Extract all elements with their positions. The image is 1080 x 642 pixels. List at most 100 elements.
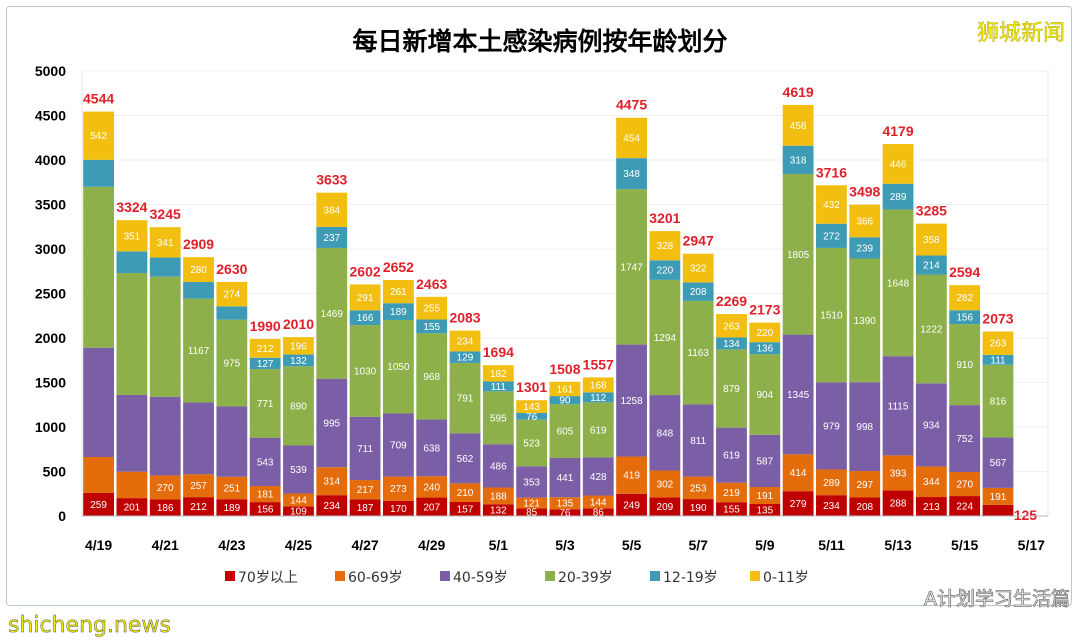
bar-segment bbox=[649, 470, 681, 498]
segment-label: 134 bbox=[723, 339, 740, 350]
bar-segment bbox=[116, 471, 148, 499]
bar-segment bbox=[183, 257, 214, 283]
bar-segment bbox=[316, 192, 348, 227]
bar-segment bbox=[716, 337, 747, 350]
segment-label: 109 bbox=[290, 507, 307, 518]
bar-segment bbox=[183, 282, 214, 299]
bar-segment bbox=[216, 476, 248, 500]
bar-segment bbox=[882, 356, 914, 456]
segment-label: 414 bbox=[790, 468, 807, 479]
bar-segment bbox=[749, 342, 781, 355]
bar-segment bbox=[649, 395, 681, 471]
bar-segment bbox=[216, 319, 248, 407]
segment-label: 454 bbox=[623, 133, 640, 144]
segment-label: 144 bbox=[590, 497, 607, 508]
total-label: 2269 bbox=[716, 293, 747, 309]
segment-label: 322 bbox=[690, 264, 707, 275]
segment-label: 255 bbox=[423, 304, 440, 315]
x-tick-label: 5/7 bbox=[688, 537, 708, 553]
segment-label: 143 bbox=[523, 402, 540, 413]
segment-label: 358 bbox=[923, 235, 940, 246]
bar-segment bbox=[716, 349, 747, 428]
segment-label: 291 bbox=[357, 293, 374, 304]
bar-segment bbox=[149, 257, 181, 277]
segment-label: 282 bbox=[956, 293, 973, 304]
bar-segment bbox=[449, 330, 481, 352]
segment-label: 879 bbox=[723, 384, 740, 395]
bar-segment bbox=[516, 412, 548, 420]
segment-label: 816 bbox=[990, 397, 1007, 408]
segment-label: 219 bbox=[723, 488, 740, 499]
bar-segment bbox=[849, 497, 881, 516]
segment-label: 181 bbox=[257, 490, 274, 501]
bar-segment bbox=[83, 347, 115, 457]
bar-segment bbox=[849, 237, 881, 259]
segment-label: 189 bbox=[224, 503, 241, 514]
bar-segment bbox=[982, 354, 1014, 365]
bar-segment bbox=[283, 337, 314, 355]
legend-label: 20-39岁 bbox=[558, 570, 613, 586]
segment-label: 968 bbox=[423, 372, 440, 383]
segment-label: 595 bbox=[490, 413, 507, 424]
chart-frame bbox=[6, 6, 1072, 606]
segment-label: 191 bbox=[990, 492, 1007, 503]
segment-label: 170 bbox=[390, 504, 407, 515]
segment-label: 273 bbox=[390, 484, 407, 495]
y-tick-label: 4500 bbox=[35, 108, 66, 124]
bar-segment bbox=[582, 495, 614, 509]
total-label: 3498 bbox=[849, 184, 880, 200]
segment-label: 562 bbox=[457, 454, 474, 465]
watermark-top-right: 狮城新闻 bbox=[977, 21, 1065, 46]
x-tick-label: 5/15 bbox=[951, 537, 978, 553]
segment-label: 210 bbox=[457, 488, 474, 499]
segment-label: 280 bbox=[190, 265, 207, 276]
y-tick-label: 1500 bbox=[35, 375, 66, 391]
segment-label: 263 bbox=[990, 339, 1007, 350]
y-tick-label: 4000 bbox=[35, 152, 66, 168]
bar-segment bbox=[549, 497, 581, 510]
bar-segment bbox=[249, 486, 281, 503]
bar-segment bbox=[183, 497, 214, 516]
segment-label: 279 bbox=[790, 499, 807, 510]
segment-label: 212 bbox=[190, 502, 207, 513]
segment-label: 135 bbox=[756, 505, 773, 516]
watermark-bottom-left: shicheng.news bbox=[8, 613, 171, 638]
segment-label: 156 bbox=[956, 313, 973, 324]
bar-segment bbox=[183, 402, 214, 475]
segment-label: 212 bbox=[257, 344, 274, 355]
bar-segment bbox=[482, 487, 514, 505]
total-label: 3324 bbox=[116, 199, 147, 215]
segment-label: 791 bbox=[457, 394, 474, 405]
segment-label: 1115 bbox=[888, 401, 909, 412]
segment-label: 1050 bbox=[387, 362, 410, 373]
segment-label: 76 bbox=[559, 508, 571, 519]
segment-label: 348 bbox=[623, 169, 640, 180]
segment-label: 539 bbox=[290, 465, 307, 476]
segment-label: 711 bbox=[357, 444, 373, 455]
segment-label: 393 bbox=[890, 468, 907, 479]
bar-segment bbox=[682, 300, 714, 405]
segment-label: 366 bbox=[856, 216, 873, 227]
bar-segment bbox=[849, 471, 881, 498]
segment-label: 1510 bbox=[820, 311, 843, 322]
segment-label: 190 bbox=[690, 503, 707, 514]
y-tick-label: 500 bbox=[43, 464, 67, 480]
segment-label: 270 bbox=[956, 480, 973, 491]
segment-label: 224 bbox=[956, 502, 973, 513]
bar-segment bbox=[283, 366, 314, 446]
segment-label: 168 bbox=[590, 380, 607, 391]
segment-label: 709 bbox=[390, 441, 407, 452]
bar-segment bbox=[582, 457, 614, 496]
x-tick-label: 5/11 bbox=[818, 537, 845, 553]
bar-segment bbox=[915, 255, 947, 275]
y-tick-label: 2500 bbox=[35, 286, 66, 302]
bar-segment bbox=[882, 455, 914, 491]
bar-segment bbox=[216, 306, 248, 320]
segment-label: 132 bbox=[290, 356, 307, 367]
segment-label: 771 bbox=[257, 399, 274, 410]
segment-label: 125 bbox=[1014, 507, 1038, 523]
legend-swatch bbox=[335, 571, 345, 581]
bar-segment bbox=[882, 209, 914, 357]
segment-label: 144 bbox=[290, 495, 307, 506]
bar-segment bbox=[283, 506, 314, 516]
